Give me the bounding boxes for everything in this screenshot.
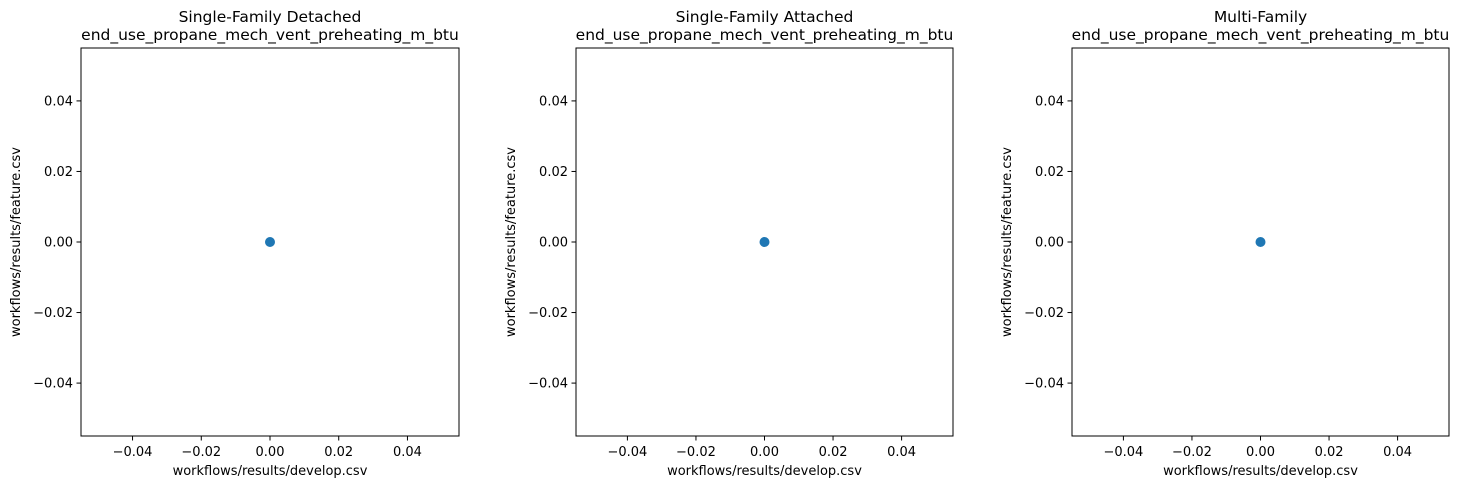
chart-title-line: Single-Family Attached xyxy=(676,8,854,26)
chart-title-line: Multi-Family xyxy=(1214,8,1307,26)
x-tick-label: 0.02 xyxy=(324,445,353,460)
chart-title-line: Single-Family Detached xyxy=(179,8,362,26)
x-tick-label: −0.02 xyxy=(676,445,716,460)
y-tick-label: −0.04 xyxy=(528,377,568,392)
x-tick-label: −0.04 xyxy=(607,445,647,460)
y-tick-label: 0.04 xyxy=(44,94,73,109)
x-tick-label: 0.02 xyxy=(1315,445,1344,460)
x-tick-label: 0.04 xyxy=(1383,445,1412,460)
x-tick-label: −0.02 xyxy=(181,445,221,460)
y-tick-label: −0.04 xyxy=(1024,377,1064,392)
y-tick-label: 0.00 xyxy=(539,236,568,251)
y-tick-label: 0.04 xyxy=(539,94,568,109)
chart-title: Single-Family Attachedend_use_propane_me… xyxy=(576,8,954,45)
y-tick-label: −0.02 xyxy=(1024,306,1064,321)
y-axis-label: workflows/results/feature.csv xyxy=(9,147,24,337)
x-tick-label: 0.00 xyxy=(256,445,285,460)
chart-panel-3: −0.04 −0.02 0.00 0.02 0.04 −0.04 −0.02 0.00 0.02… xyxy=(1000,8,1450,479)
y-tick-label: 0.02 xyxy=(44,165,73,180)
y-tick-label: −0.02 xyxy=(528,306,568,321)
chart-title-line: end_use_propane_mech_vent_preheating_m_b… xyxy=(576,26,954,45)
x-axis-label: workflows/results/develop.csv xyxy=(667,464,862,479)
x-axis-label: workflows/results/develop.csv xyxy=(173,464,368,479)
x-tick-label: −0.02 xyxy=(1172,445,1212,460)
chart-panel-1: −0.04 −0.02 0.00 0.02 0.04 −0.04 −0.02 0.00 0.02… xyxy=(9,8,460,479)
chart-title: Multi-Familyend_use_propane_mech_vent_pr… xyxy=(1072,8,1450,45)
chart-title-line: end_use_propane_mech_vent_preheating_m_b… xyxy=(81,26,459,45)
data-point xyxy=(265,237,275,247)
y-tick-label: −0.02 xyxy=(33,306,73,321)
y-axis-label: workflows/results/feature.csv xyxy=(504,147,519,337)
data-point xyxy=(759,237,770,247)
y-tick-label: 0.04 xyxy=(1035,94,1064,109)
chart-panel-2: −0.04 −0.02 0.00 0.02 0.04 −0.04 −0.02 0.00 0.02… xyxy=(504,8,954,479)
chart-title: Single-Family Detachedend_use_propane_me… xyxy=(81,8,459,45)
y-tick-label: −0.04 xyxy=(33,377,73,392)
y-tick-label: 0.00 xyxy=(1035,236,1064,251)
chart-title-line: end_use_propane_mech_vent_preheating_m_b… xyxy=(1072,26,1450,45)
y-tick-label: 0.00 xyxy=(44,236,73,251)
x-tick-label: −0.04 xyxy=(1103,445,1143,460)
data-point xyxy=(1255,237,1266,247)
x-tick-label: 0.02 xyxy=(819,445,848,460)
y-tick-label: 0.02 xyxy=(1035,165,1064,180)
x-tick-label: 0.04 xyxy=(393,445,422,460)
y-tick-label: 0.02 xyxy=(539,165,568,180)
x-tick-label: 0.04 xyxy=(887,445,916,460)
y-axis-label: workflows/results/feature.csv xyxy=(1000,147,1015,337)
x-tick-label: 0.00 xyxy=(750,445,779,460)
x-tick-label: −0.04 xyxy=(113,445,153,460)
x-axis-label: workflows/results/develop.csv xyxy=(1163,464,1358,479)
x-tick-label: 0.00 xyxy=(1246,445,1275,460)
